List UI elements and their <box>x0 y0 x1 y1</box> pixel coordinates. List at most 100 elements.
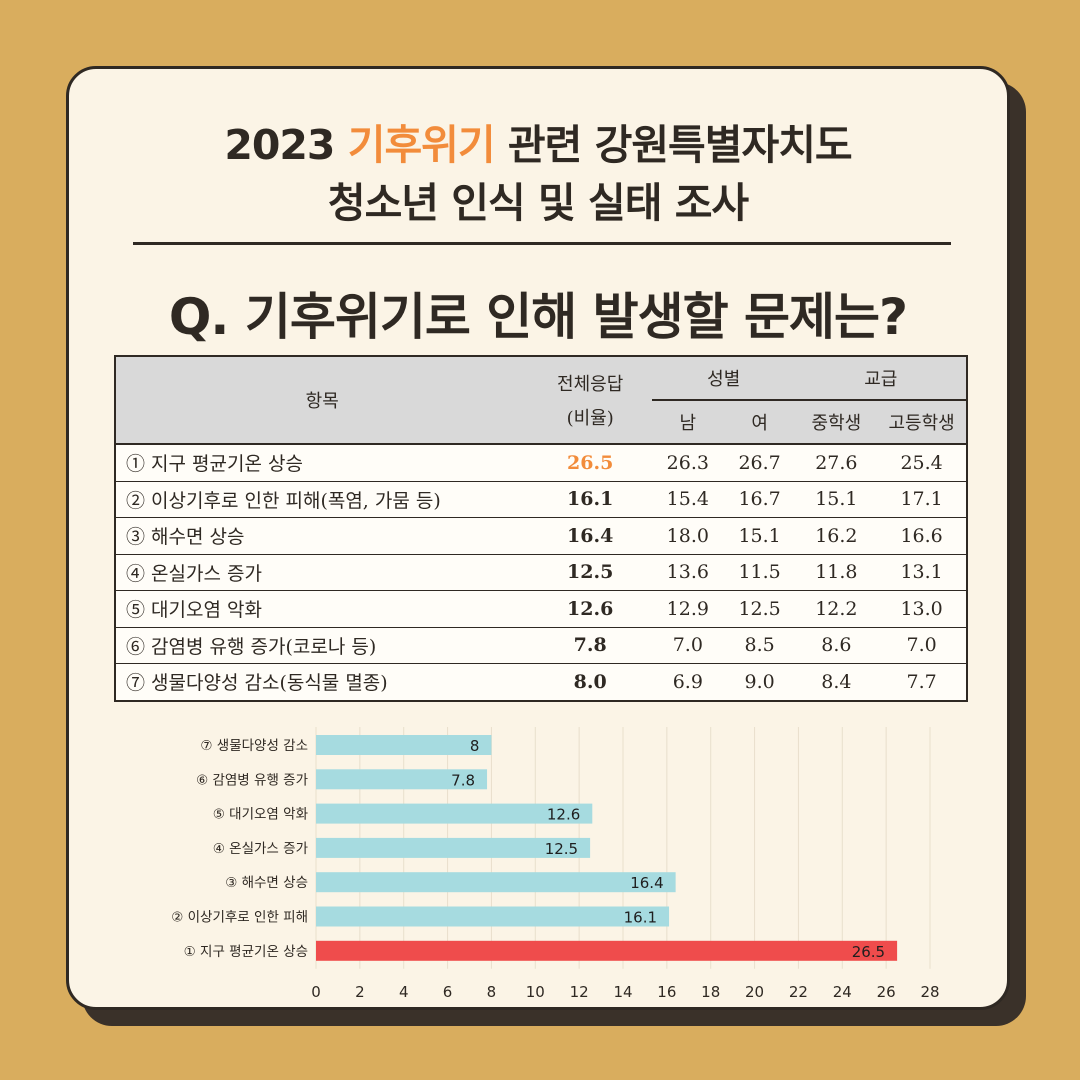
question-heading: Q. 기후위기로 인해 발생할 문제는? <box>168 288 908 346</box>
x-tick-label: 22 <box>789 983 808 1001</box>
bar <box>316 906 670 927</box>
row-middle: 11.8 <box>795 553 878 591</box>
x-tick-label: 12 <box>570 983 589 1001</box>
bar <box>316 735 492 755</box>
category-label: ② 이상기후로 인한 피해 <box>171 910 308 926</box>
x-tick-label: 16 <box>657 983 676 1001</box>
bar <box>316 872 676 893</box>
header-item: 항목 <box>115 356 529 445</box>
table-row: ⑤ 대기오염 악화 12.6 12.9 12.5 12.2 13.0 <box>115 590 967 627</box>
row-total: 12.5 <box>528 553 652 591</box>
bar-chart: 0 2 4 6 8 10 12 14 16 18 20 22 24 26 28⑦ 생물다양성 감소 8⑥ 감염… <box>171 727 940 1001</box>
data-label: 12.5 <box>545 840 578 858</box>
data-label: 16.4 <box>630 874 663 892</box>
row-total: 7.8 <box>528 626 652 664</box>
bar <box>316 769 488 790</box>
row-middle: 27.6 <box>795 443 878 481</box>
x-tick-label: 8 <box>487 983 497 1001</box>
row-total: 16.1 <box>528 480 652 518</box>
row-male: 13.6 <box>651 553 724 591</box>
table-row: ⑥ 감염병 유행 증가(코로나 등) 7.8 7.0 8.5 8.6 7.0 <box>115 626 967 664</box>
x-tick-label: 28 <box>920 983 939 1001</box>
row-male: 26.3 <box>651 443 724 481</box>
row-middle: 15.1 <box>795 480 878 518</box>
table-row: ③ 해수면 상승 16.4 18.0 15.1 16.2 16.6 <box>115 517 967 554</box>
data-label: 7.8 <box>451 771 475 789</box>
row-item: ⑥ 감염병 유행 증가(코로나 등) <box>115 626 529 664</box>
x-tick-label: 6 <box>443 983 453 1001</box>
category-label: ① 지구 평균기온 상승 <box>184 944 308 960</box>
row-high: 16.6 <box>877 517 967 554</box>
row-female: 15.1 <box>723 517 796 554</box>
title-accent: 기후위기 <box>347 121 496 169</box>
survey-card: 2023 기후위기 관련 강원특별자치도 청소년 인식 및 실태 조사 Q. 기… <box>66 66 1010 1010</box>
x-tick-label: 4 <box>399 983 409 1001</box>
row-total: 12.6 <box>528 590 652 627</box>
bar <box>316 940 898 961</box>
row-male: 12.9 <box>651 590 724 627</box>
x-tick-label: 2 <box>355 983 365 1001</box>
x-tick-label: 20 <box>745 983 764 1001</box>
row-male: 18.0 <box>651 517 724 554</box>
row-high: 25.4 <box>877 443 967 481</box>
row-high: 13.0 <box>877 590 967 627</box>
bar <box>316 803 593 824</box>
row-female: 16.7 <box>723 480 796 518</box>
row-total: 26.5 <box>528 443 652 481</box>
header-total-line1: 전체응답 <box>557 374 624 395</box>
row-high: 17.1 <box>877 480 967 518</box>
table-row: ⑦ 생물다양성 감소(동식물 멸종) 8.0 6.9 9.0 8.4 7.7 <box>115 663 967 701</box>
category-label: ③ 해수면 상승 <box>225 875 308 891</box>
title-line-2: 청소년 인식 및 실태 조사 <box>327 179 749 227</box>
header-school: 교급 <box>795 356 967 401</box>
header-total: 전체응답 (비율) <box>528 356 652 445</box>
row-middle: 8.6 <box>795 626 878 664</box>
row-high: 13.1 <box>877 553 967 591</box>
row-female: 11.5 <box>723 553 796 591</box>
row-middle: 8.4 <box>795 663 878 701</box>
data-label: 12.6 <box>547 806 580 824</box>
bar-chart-area: 0 2 4 6 8 10 12 14 16 18 20 22 24 26 28 ⑦ 생물다양성 감소 8 ⑥ 감염… <box>69 719 1013 1009</box>
results-table: 항목 전체응답 (비율) 성별 교급 남 여 중학생 고등학생 ① 지구 평균기… <box>114 355 968 702</box>
row-male: 7.0 <box>651 626 724 664</box>
row-item: ⑦ 생물다양성 감소(동식물 멸종) <box>115 663 529 701</box>
title-line-1: 2023 기후위기 관련 강원특별자치도 <box>69 111 1007 171</box>
table-row: ④ 온실가스 증가 12.5 13.6 11.5 11.8 13.1 <box>115 553 967 591</box>
header-middle: 중학생 <box>795 400 878 445</box>
divider <box>133 242 951 245</box>
category-label: ⑤ 대기오염 악화 <box>213 807 308 823</box>
header-high: 고등학생 <box>877 400 967 445</box>
row-item: ③ 해수면 상승 <box>115 517 529 554</box>
header-total-line2: (비율) <box>566 408 614 429</box>
row-female: 8.5 <box>723 626 796 664</box>
category-label: ⑥ 감염병 유행 증가 <box>196 772 308 788</box>
data-label: 26.5 <box>852 943 885 961</box>
x-tick-label: 0 <box>311 983 321 1001</box>
row-female: 26.7 <box>723 443 796 481</box>
x-tick-label: 14 <box>613 983 632 1001</box>
x-tick-label: 18 <box>701 983 720 1001</box>
row-item: ① 지구 평균기온 상승 <box>115 443 529 481</box>
bar <box>316 837 591 858</box>
row-male: 6.9 <box>651 663 724 701</box>
row-high: 7.7 <box>877 663 967 701</box>
x-tick-label: 24 <box>833 983 852 1001</box>
row-item: ⑤ 대기오염 악화 <box>115 590 529 627</box>
row-item: ④ 온실가스 증가 <box>115 553 529 591</box>
x-tick-label: 10 <box>526 983 545 1001</box>
title-rest: 관련 강원특별자치도 <box>494 121 853 169</box>
row-middle: 12.2 <box>795 590 878 627</box>
header-gender: 성별 <box>651 356 796 401</box>
row-total: 16.4 <box>528 517 652 554</box>
row-high: 7.0 <box>877 626 967 664</box>
row-male: 15.4 <box>651 480 724 518</box>
table-row: ② 이상기후로 인한 피해(폭염, 가뭄 등) 16.1 15.4 16.7 1… <box>115 480 967 518</box>
category-label: ④ 온실가스 증가 <box>213 841 308 857</box>
row-total: 8.0 <box>528 663 652 701</box>
data-label: 16.1 <box>624 909 657 927</box>
table-row: ① 지구 평균기온 상승 26.5 26.3 26.7 27.6 25.4 <box>115 443 967 481</box>
row-female: 12.5 <box>723 590 796 627</box>
header-male: 남 <box>651 400 724 445</box>
category-label: ⑦ 생물다양성 감소 <box>200 738 308 754</box>
data-label: 8 <box>470 737 480 755</box>
